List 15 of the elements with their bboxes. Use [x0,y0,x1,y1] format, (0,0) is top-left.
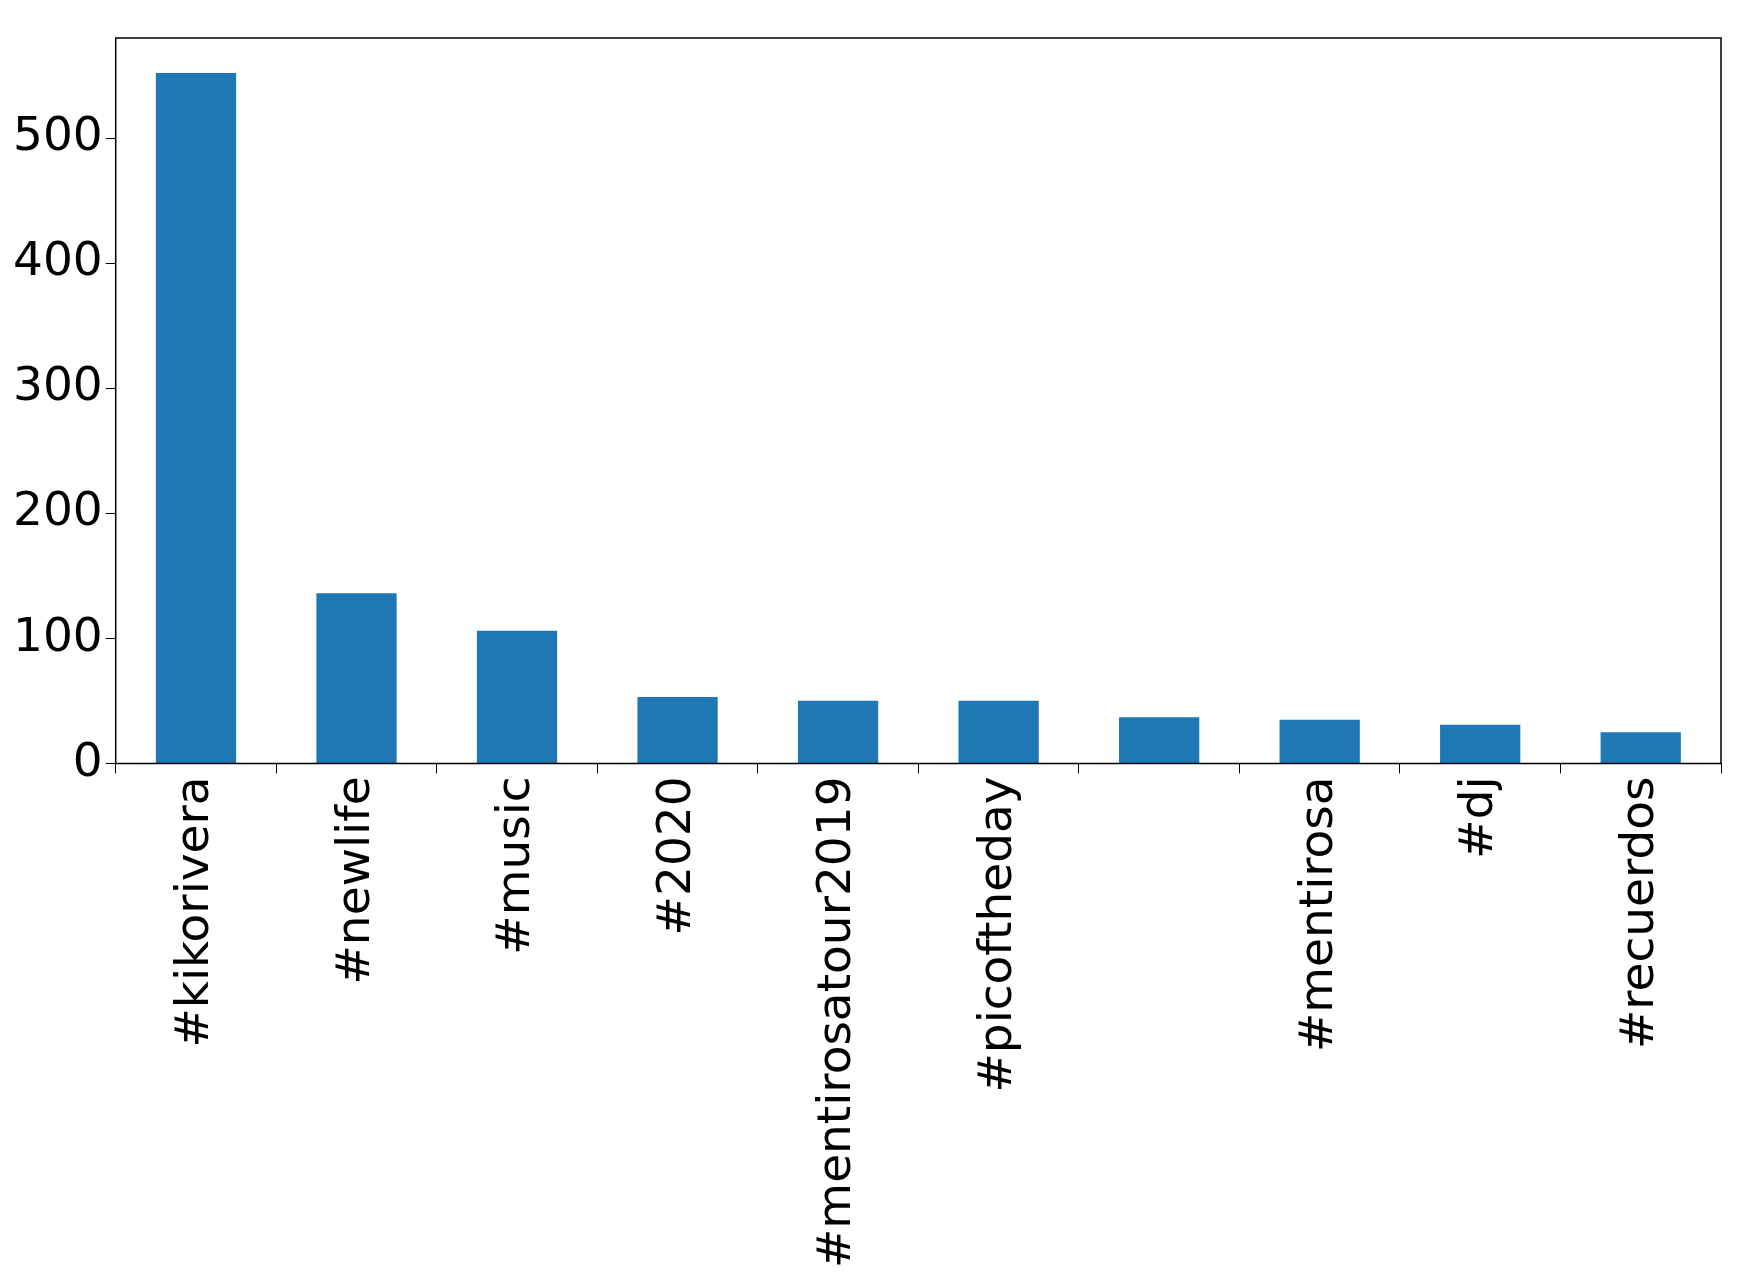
y-tick-label: 100 [12,606,103,662]
y-tick-label: 300 [12,356,103,412]
x-tick-label: #dj [1448,776,1504,859]
x-tick-label: #recuerdos [1608,776,1664,1050]
y-tick-label: 200 [12,481,103,537]
x-tick-label: #picoftheday [966,776,1022,1093]
y-tick-label: 500 [12,106,103,162]
x-tick-label: #kikorivera [164,776,220,1048]
x-tick-label: #2020 [645,776,701,936]
x-tick-label: #mentirosatour2019 [806,776,862,1269]
x-tick-label: #music [485,776,541,955]
x-tick-label: #mentirosa [1287,776,1343,1053]
y-tick-label: 0 [72,731,103,787]
y-tick-label: 400 [12,231,103,287]
x-tick-label: #newlife [324,776,380,985]
